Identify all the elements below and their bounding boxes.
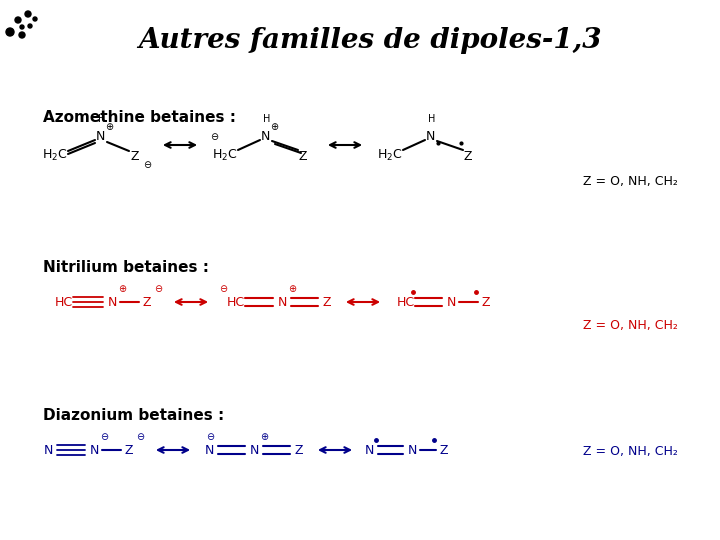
Text: $\ominus$: $\ominus$ [207, 430, 215, 442]
Circle shape [6, 28, 14, 36]
Text: $\oplus$: $\oplus$ [118, 282, 127, 294]
Text: H: H [99, 114, 106, 124]
Text: N: N [426, 131, 435, 144]
Text: H$_2$C: H$_2$C [42, 147, 68, 163]
Text: $\ominus$: $\ominus$ [154, 282, 163, 294]
Text: H$_2$C: H$_2$C [377, 147, 402, 163]
Text: Diazonium betaines :: Diazonium betaines : [43, 408, 225, 422]
Text: $\ominus$: $\ominus$ [220, 282, 229, 294]
Text: $\oplus$: $\oplus$ [261, 430, 269, 442]
Text: Z: Z [299, 151, 307, 164]
Text: Z: Z [482, 295, 490, 308]
Text: Z = O, NH, CH₂: Z = O, NH, CH₂ [582, 319, 678, 332]
Text: $\ominus$: $\ominus$ [210, 132, 220, 143]
Text: N: N [261, 131, 270, 144]
Text: $\oplus$: $\oplus$ [271, 122, 279, 132]
Text: N: N [107, 295, 117, 308]
Text: N: N [277, 295, 287, 308]
Text: Z = O, NH, CH₂: Z = O, NH, CH₂ [582, 176, 678, 188]
Text: Z: Z [464, 151, 472, 164]
Text: N: N [446, 295, 456, 308]
Text: N: N [249, 443, 258, 456]
Circle shape [25, 11, 31, 17]
Circle shape [19, 32, 25, 38]
Text: Autres familles de dipoles-1,3: Autres familles de dipoles-1,3 [138, 26, 602, 53]
Circle shape [33, 17, 37, 21]
Text: H$_2$C: H$_2$C [212, 147, 238, 163]
Circle shape [28, 24, 32, 28]
Text: Z: Z [131, 151, 139, 164]
Text: Nitrilium betaines :: Nitrilium betaines : [43, 260, 210, 275]
Circle shape [15, 17, 21, 23]
Text: $\ominus$: $\ominus$ [143, 159, 153, 171]
Text: Z: Z [440, 443, 449, 456]
Text: N: N [43, 443, 53, 456]
Text: $\ominus$: $\ominus$ [136, 430, 145, 442]
Text: N: N [364, 443, 374, 456]
Text: Z = O, NH, CH₂: Z = O, NH, CH₂ [582, 446, 678, 458]
Text: H: H [264, 114, 271, 124]
Text: N: N [408, 443, 417, 456]
Text: N: N [89, 443, 99, 456]
Text: HC: HC [397, 295, 415, 308]
Text: $\oplus$: $\oplus$ [105, 122, 114, 132]
Text: Z: Z [294, 443, 303, 456]
Text: HC: HC [55, 295, 73, 308]
Text: HC: HC [227, 295, 245, 308]
Circle shape [20, 25, 24, 29]
Text: $\ominus$: $\ominus$ [100, 430, 109, 442]
Text: N: N [204, 443, 214, 456]
Text: H: H [428, 114, 436, 124]
Text: Z: Z [323, 295, 331, 308]
Text: Z: Z [143, 295, 151, 308]
Text: Z: Z [125, 443, 133, 456]
Text: N: N [95, 131, 104, 144]
Text: Azomethine betaines :: Azomethine betaines : [43, 111, 236, 125]
Text: $\oplus$: $\oplus$ [289, 282, 297, 294]
